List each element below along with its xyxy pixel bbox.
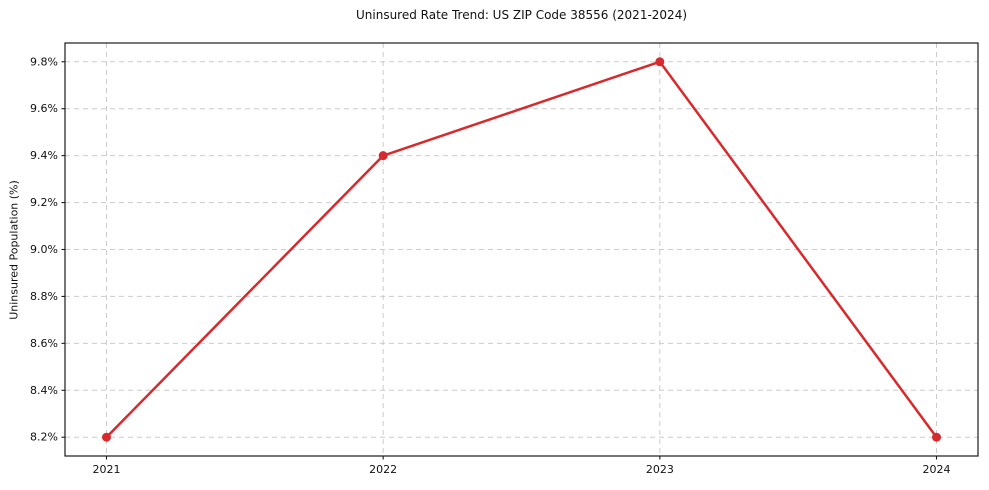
x-tick-label: 2021 <box>93 463 121 476</box>
data-point-marker <box>655 57 665 67</box>
y-tick-label: 8.8% <box>30 290 58 303</box>
y-tick-label: 8.6% <box>30 337 58 350</box>
y-tick-label: 9.6% <box>30 102 58 115</box>
y-tick-label: 9.2% <box>30 196 58 209</box>
y-tick-label: 8.2% <box>30 431 58 444</box>
trend-line <box>105 60 938 439</box>
data-point-marker <box>102 432 111 442</box>
y-tick-label: 8.4% <box>30 384 58 397</box>
x-tick-label: 2024 <box>923 463 951 476</box>
y-tick-label: 9.8% <box>30 55 58 68</box>
data-point-marker <box>932 432 941 442</box>
data-point-marker <box>378 151 388 161</box>
chart-title: Uninsured Rate Trend: US ZIP Code 38556 … <box>355 8 688 22</box>
x-tick-label: 2022 <box>369 463 397 476</box>
y-tick-label: 9.4% <box>30 149 58 162</box>
x-tick-label: 2023 <box>646 463 674 476</box>
y-tick-label: 9.0% <box>30 243 58 256</box>
